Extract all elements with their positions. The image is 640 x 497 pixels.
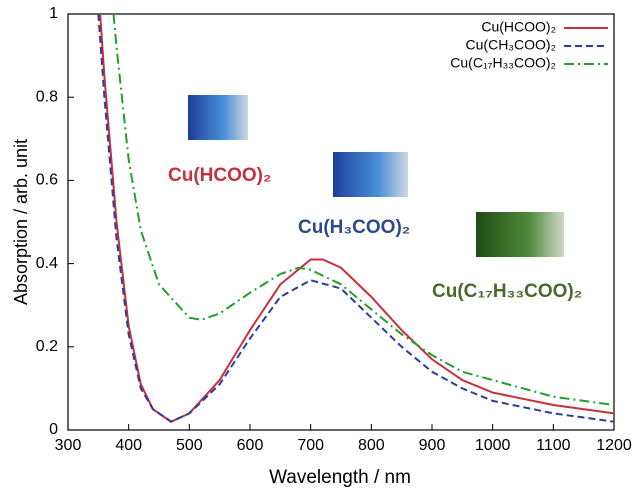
x-tick-label: 600 [237,437,264,454]
y-tick-label: 0.6 [36,172,58,189]
y-tick-label: 0 [49,421,58,438]
y-tick-label: 1 [49,5,58,22]
data-line [97,13,615,423]
x-tick-label: 1000 [475,437,511,454]
y-tick-label: 0.8 [36,88,58,105]
x-tick-label: 900 [419,437,446,454]
annotation: Cu(H₃COO)₂ [298,217,410,238]
x-tick-label: 400 [115,437,142,454]
plot-frame [67,13,615,431]
data-line [99,13,615,423]
legend-label: Cu(CH₃COO)₂ [466,37,556,53]
y-axis-label: Absorption / arb. unit [11,139,31,305]
x-tick-label: 500 [176,437,203,454]
x-tick-label: 300 [55,437,82,454]
y-tick-label: 0.2 [36,338,58,355]
x-tick-label: 1100 [536,437,571,454]
legend-label: Cu(C₁₇H₃₃COO)₂ [450,55,556,71]
data-line [112,13,615,407]
legend-label: Cu(HCOO)₂ [481,19,556,35]
vial-image [188,95,248,140]
annotation: Cu(C₁₇H₃₃COO)₂ [432,281,582,302]
x-axis-label: Wavelength / nm [269,467,411,488]
x-tick-label: 700 [297,437,324,454]
annotation: Cu(HCOO)₂ [168,165,271,186]
vial-image [476,212,564,257]
vial-image [333,152,408,197]
y-tick-label: 0.4 [36,255,58,272]
x-tick-label: 1200 [596,437,632,454]
x-tick-label: 800 [358,437,385,454]
